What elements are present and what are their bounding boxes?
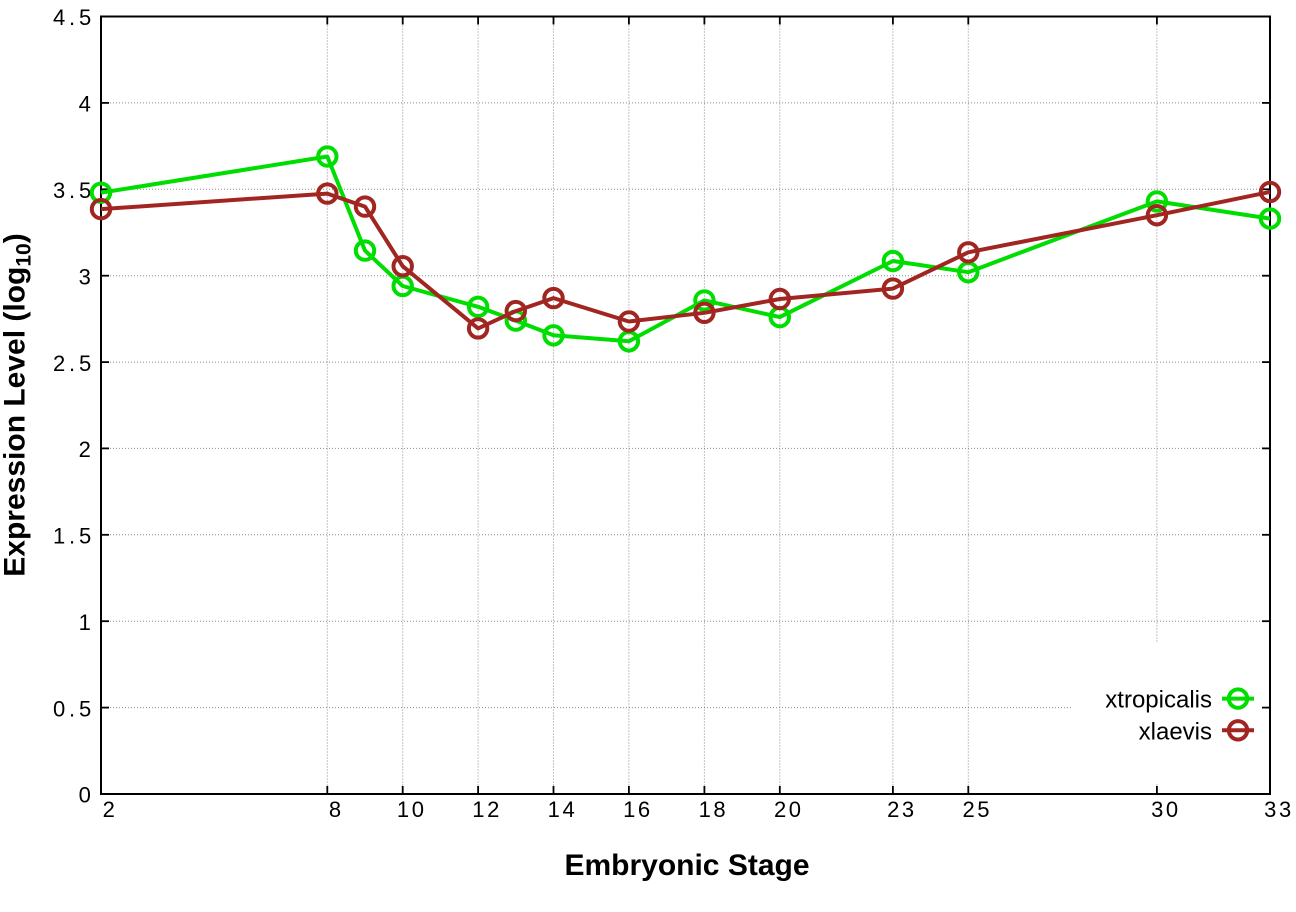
svg-text:33: 33: [1264, 797, 1294, 822]
svg-text:0.5: 0.5: [53, 696, 95, 721]
svg-text:20: 20: [774, 797, 804, 822]
svg-text:25: 25: [962, 797, 992, 822]
svg-text:2.5: 2.5: [53, 351, 95, 376]
svg-text:xlaevis: xlaevis: [1139, 718, 1212, 745]
svg-text:8: 8: [329, 797, 344, 822]
svg-text:3: 3: [79, 264, 94, 289]
svg-text:4: 4: [79, 92, 94, 117]
svg-text:1: 1: [79, 610, 94, 635]
svg-text:Expression Level (log10): Expression Level (log10): [0, 233, 36, 576]
svg-text:3.5: 3.5: [53, 178, 95, 203]
svg-text:30: 30: [1151, 797, 1181, 822]
svg-text:4.5: 4.5: [53, 5, 95, 30]
svg-text:xtropicalis: xtropicalis: [1105, 687, 1212, 714]
svg-text:0: 0: [79, 783, 94, 808]
svg-text:18: 18: [699, 797, 729, 822]
svg-text:23: 23: [887, 797, 917, 822]
svg-text:16: 16: [623, 797, 653, 822]
svg-text:2: 2: [79, 437, 94, 462]
svg-text:1.5: 1.5: [53, 524, 95, 549]
svg-text:12: 12: [472, 797, 502, 822]
svg-text:Embryonic Stage: Embryonic Stage: [564, 849, 809, 882]
svg-text:10: 10: [397, 797, 427, 822]
svg-text:14: 14: [548, 797, 578, 822]
svg-text:2: 2: [103, 797, 118, 822]
